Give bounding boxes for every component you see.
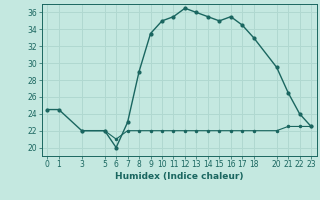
X-axis label: Humidex (Indice chaleur): Humidex (Indice chaleur) [115,172,244,181]
